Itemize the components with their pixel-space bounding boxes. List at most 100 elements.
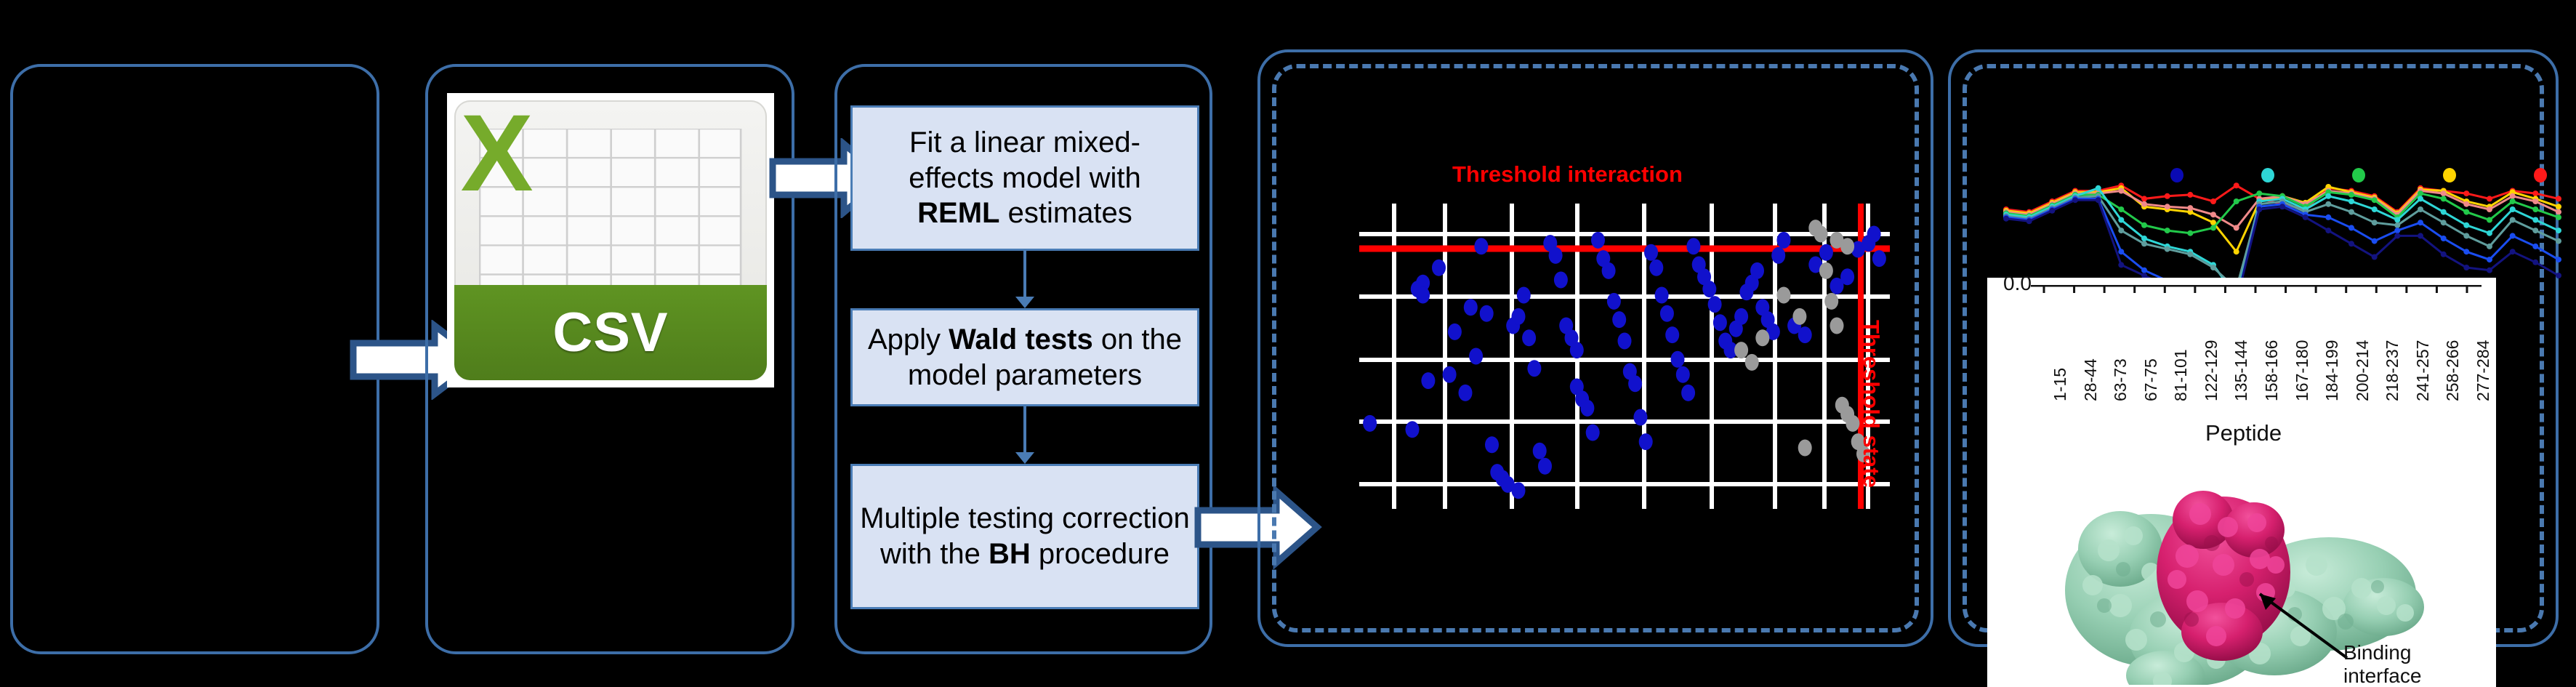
scatter-point-significant [1569, 342, 1584, 359]
connector-arrowhead-1 [1015, 297, 1034, 308]
peptide-x-axis [2031, 285, 2482, 295]
peptide-marker [2509, 249, 2516, 255]
peptide-marker [2279, 204, 2285, 210]
scatter-point-significant [1527, 360, 1542, 377]
scatter-point-nonsignificant [1792, 308, 1807, 325]
peptide-marker [2141, 222, 2147, 228]
panel-scatter [1257, 49, 1933, 647]
scatter-point-significant [1442, 366, 1457, 383]
scatter-point-nonsignificant [1846, 414, 1860, 432]
peptide-tick-label: 258-266 [2443, 340, 2463, 401]
peptide-marker [2440, 220, 2447, 226]
peptide-marker [2141, 241, 2147, 247]
peptide-marker [2118, 188, 2125, 194]
scatter-point-nonsignificant [1776, 286, 1791, 304]
step-bh-keyword: BH [988, 538, 1031, 570]
scatter-point-significant [1867, 225, 1881, 243]
peptide-marker [2463, 233, 2470, 239]
protein-structure-image [2042, 463, 2438, 685]
scatter-point-significant [1479, 305, 1494, 322]
peptide-marker [2371, 197, 2378, 204]
step-bh-line3: procedure [1030, 538, 1170, 570]
scatter-point-significant [1522, 329, 1537, 347]
scatter-point-nonsignificant [1830, 231, 1844, 249]
scatter-point-significant [1532, 442, 1547, 459]
peptide-line-teal-grey [2005, 195, 2559, 291]
peptide-marker [2440, 209, 2447, 215]
peptide-tick-label: 218-237 [2383, 340, 2402, 401]
scatter-point-significant [1474, 238, 1489, 255]
peptide-marker [2325, 189, 2332, 196]
peptide-marker [2487, 217, 2492, 223]
scatter-point-significant [1601, 262, 1616, 279]
peptide-marker [2532, 206, 2539, 212]
peptide-marker [2556, 228, 2561, 234]
connector-wald-to-bh [1023, 406, 1026, 456]
panel-methods [834, 64, 1212, 654]
peptide-marker [2394, 222, 2401, 228]
peptide-marker [2532, 198, 2539, 204]
scatter-point-nonsignificant [1744, 353, 1759, 371]
peptide-marker [2118, 228, 2125, 234]
peptide-marker [2256, 206, 2263, 212]
peptide-marker [2487, 196, 2492, 202]
scatter-point-significant [1654, 286, 1669, 304]
peptide-tick-label: 122-129 [2201, 340, 2221, 401]
peptide-marker [2394, 233, 2401, 239]
peptide-marker [2233, 182, 2239, 189]
scatter-point-significant [1485, 436, 1499, 454]
peptide-marker [2187, 251, 2194, 257]
scatter-point-significant [1458, 384, 1473, 401]
scatter-point-nonsignificant [1755, 329, 1770, 347]
connector-reml-to-wald [1023, 251, 1026, 300]
peptide-marker [2371, 254, 2378, 260]
scatter-point-significant [1665, 326, 1680, 344]
peptide-marker [2487, 230, 2492, 236]
legend-dot-series-green [2352, 168, 2365, 182]
scatter-point-significant [1686, 238, 1701, 255]
scatter-point-nonsignificant [1734, 342, 1749, 359]
peptide-marker [2348, 191, 2354, 198]
scatter-point-significant [1580, 399, 1595, 417]
scatter-point-nonsignificant [1840, 238, 1855, 255]
peptide-marker [2509, 193, 2516, 199]
peptide-marker [2233, 198, 2239, 204]
panel-csv [425, 64, 794, 654]
scatter-point-significant [1363, 414, 1377, 432]
peptide-marker [2394, 217, 2401, 223]
peptide-marker [2210, 212, 2216, 218]
excel-x-letter: X [460, 100, 534, 214]
peptide-marker [2348, 209, 2354, 215]
peptide-tick-label: 67-75 [2141, 358, 2160, 401]
peptide-marker [2325, 193, 2332, 199]
peptide-marker [2095, 185, 2101, 191]
peptide-tick-label: 277-284 [2474, 340, 2492, 401]
scatter-point-significant [1511, 308, 1526, 325]
step-wald-keyword: Wald tests [949, 323, 1093, 355]
peptide-tick-label: 1-15 [2050, 367, 2069, 401]
peptide-marker [2463, 222, 2470, 228]
peptide-marker [2556, 214, 2561, 220]
peptide-marker [2118, 206, 2125, 212]
peptide-tick-label: 167-180 [2292, 340, 2311, 401]
peptide-marker [2487, 257, 2492, 263]
peptide-marker [2141, 267, 2147, 273]
peptide-marker [2187, 205, 2194, 212]
peptide-tick-label: 28-44 [2080, 358, 2100, 401]
scatter-point-nonsignificant [1856, 445, 1870, 462]
peptide-tick-label: 81-101 [2171, 349, 2191, 401]
legend-dot-series-cyan [2261, 168, 2274, 182]
scatter-point-significant [1675, 366, 1690, 383]
peptide-tick-label: 184-199 [2322, 340, 2342, 401]
peptide-marker [2532, 190, 2539, 197]
scatter-point-significant [1776, 231, 1791, 249]
peptide-marker [2532, 228, 2539, 234]
scatter-point-nonsignificant [1819, 262, 1833, 279]
scatter-point-nonsignificant [1814, 225, 1828, 243]
peptide-marker [2325, 184, 2332, 190]
peptide-marker [2348, 241, 2354, 247]
peptide-marker [2487, 267, 2492, 273]
peptide-marker [2532, 217, 2539, 223]
step-bh-line1: Multiple testing correction [860, 502, 1190, 535]
